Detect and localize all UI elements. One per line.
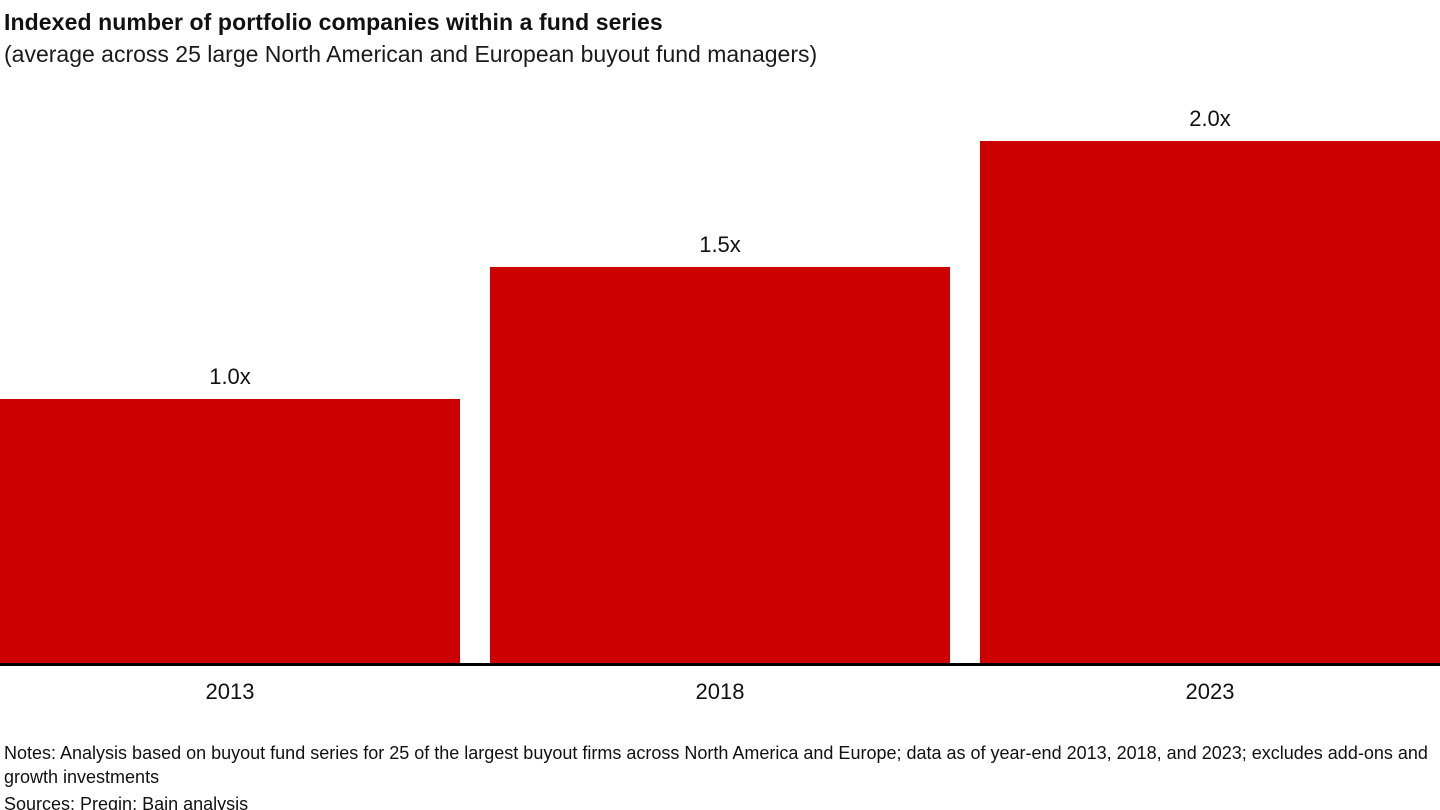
bar-group-2023: 2.0x: [980, 106, 1440, 663]
x-axis-label-2018: 2018: [695, 678, 745, 704]
bar-chart: 1.0x 1.5x 2.0x: [0, 106, 1440, 666]
bar-group-2018: 1.5x: [490, 106, 950, 663]
bar-value-label-2013: 1.0x: [209, 364, 251, 390]
bar-2018: [490, 267, 950, 663]
notes-text: Notes: Analysis based on buyout fund ser…: [4, 742, 1428, 788]
bar-group-2013: 1.0x: [0, 106, 460, 663]
chart-header: Indexed number of portfolio companies wi…: [0, 0, 1440, 70]
x-axis-labels: 2013 2018 2023: [0, 679, 1440, 705]
bar-2023: [980, 140, 1440, 663]
chart-subtitle: (average across 25 large North American …: [4, 40, 818, 67]
x-axis-label-2023: 2023: [1185, 678, 1235, 704]
sources-text: Sources: Preqin; Bain analysis: [4, 794, 249, 810]
chart-title: Indexed number of portfolio companies wi…: [4, 9, 663, 35]
bar-value-label-2018: 1.5x: [699, 232, 741, 258]
chart-footer: Notes: Analysis based on buyout fund ser…: [0, 741, 1440, 810]
bar-2013: [0, 399, 460, 663]
bar-value-label-2023: 2.0x: [1189, 105, 1231, 131]
x-axis-label-2013: 2013: [205, 678, 255, 704]
